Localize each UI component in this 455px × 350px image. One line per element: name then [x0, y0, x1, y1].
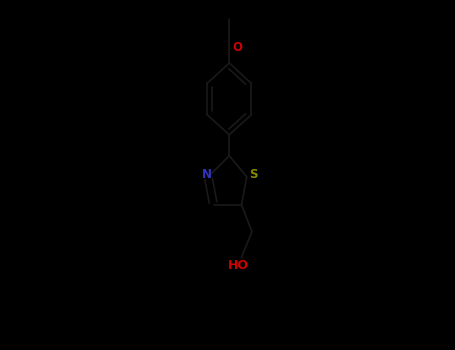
- Text: N: N: [202, 168, 212, 182]
- Text: O: O: [232, 41, 242, 54]
- Text: S: S: [249, 168, 258, 182]
- Text: HO: HO: [228, 259, 248, 272]
